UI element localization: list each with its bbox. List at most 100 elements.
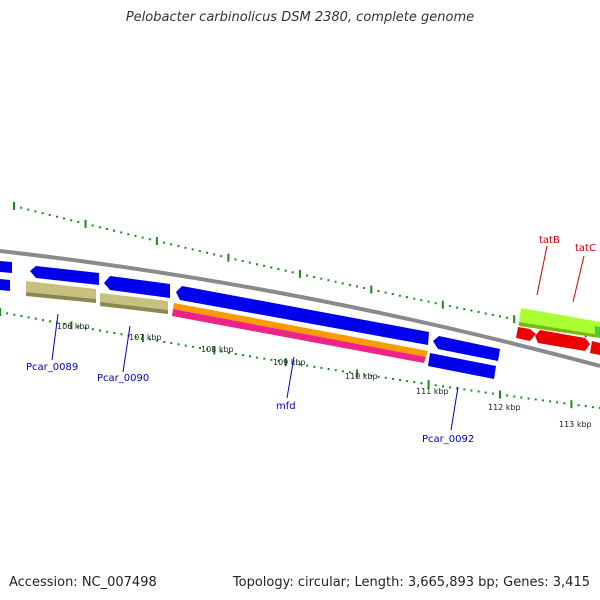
major-tick [356, 369, 359, 378]
minor-tick [377, 375, 380, 378]
minor-tick [420, 382, 423, 385]
minor-tick [527, 397, 530, 400]
minor-tick [406, 296, 408, 299]
gene-feature [428, 353, 496, 379]
minor-tick [199, 347, 201, 349]
minor-tick [406, 380, 409, 383]
minor-tick [470, 309, 473, 312]
minor-tick [520, 396, 523, 399]
minor-tick [341, 370, 344, 373]
minor-tick [120, 333, 123, 336]
minor-tick [413, 381, 416, 384]
minor-tick [206, 348, 209, 351]
minor-tick [99, 329, 101, 332]
gene-feature [173, 303, 428, 357]
gene-label: tatC [575, 243, 596, 254]
minor-tick [77, 325, 80, 328]
minor-tick [241, 354, 244, 357]
major-tick [227, 253, 230, 262]
minor-tick [191, 345, 194, 348]
minor-tick [63, 217, 65, 220]
minor-tick [313, 365, 316, 368]
minor-tick [249, 355, 251, 358]
minor-tick [356, 285, 358, 288]
minor-tick [70, 219, 73, 222]
minor-tick [506, 316, 509, 319]
gene-labels: Pcar_0089 Pcar_0090 mfd Pcar_0092 tatB t… [26, 235, 596, 445]
scale-labels: 106 kbp 107 kbp 108 kbp 109 kbp 110 kbp … [57, 322, 592, 429]
minor-tick [63, 323, 66, 325]
gene-feature [590, 341, 600, 355]
minor-tick [263, 357, 266, 360]
minor-tick [434, 384, 437, 387]
minor-tick [306, 364, 309, 367]
minor-tick [420, 299, 423, 302]
major-tick [499, 390, 501, 399]
scale-label: 109 kbp [273, 358, 306, 367]
minor-tick [320, 277, 323, 280]
minor-tick [191, 248, 194, 251]
minor-tick [441, 385, 444, 388]
gene-feature [516, 327, 536, 341]
major-tick [13, 202, 15, 210]
minor-tick [163, 340, 166, 343]
gene-feature [30, 266, 99, 285]
minor-tick [234, 353, 237, 355]
gene-feature [26, 292, 96, 303]
scale-ticks [0, 202, 600, 409]
minor-tick [499, 315, 501, 318]
minor-tick [34, 210, 37, 213]
minor-tick [91, 224, 94, 227]
minor-tick [77, 221, 80, 223]
scale-label: 113 kbp [559, 420, 592, 429]
minor-tick [370, 374, 373, 377]
minor-tick [156, 339, 159, 342]
minor-tick [234, 258, 237, 261]
minor-tick [398, 294, 401, 297]
minor-tick [27, 316, 30, 319]
accession-text: Accession: NC_007498 [9, 575, 157, 590]
minor-tick [163, 241, 166, 244]
gene-feature [519, 308, 600, 335]
minor-tick [113, 229, 115, 232]
minor-tick [391, 293, 394, 296]
minor-tick [456, 306, 459, 309]
major-tick [298, 269, 301, 278]
leader-line [286, 356, 295, 399]
gene-label: Pcar_0089 [26, 362, 78, 373]
minor-tick [463, 388, 466, 391]
minor-tick [113, 332, 116, 335]
minor-tick [170, 342, 173, 345]
major-tick [441, 300, 444, 309]
gene-label: tatB [539, 235, 560, 246]
minor-tick [341, 282, 344, 285]
minor-tick [134, 335, 137, 338]
minor-tick [449, 386, 451, 389]
genome-backbone [0, 249, 600, 368]
minor-tick [227, 351, 230, 354]
minor-tick [55, 215, 58, 218]
minor-tick [377, 290, 380, 293]
minor-tick [334, 280, 337, 283]
gene-feature [519, 322, 600, 338]
scale-label: 112 kbp [488, 403, 521, 412]
minor-tick [198, 250, 201, 253]
minor-tick [399, 379, 401, 381]
minor-tick [6, 312, 9, 315]
minor-tick [20, 206, 23, 209]
minor-tick [456, 387, 459, 390]
minor-tick [448, 305, 451, 308]
minor-tick [349, 371, 351, 374]
minor-tick [105, 228, 108, 230]
minor-tick [556, 401, 559, 404]
major-tick [570, 400, 573, 409]
major-tick [141, 334, 144, 343]
minor-tick [13, 313, 16, 316]
label-leaders [51, 245, 585, 431]
minor-tick [20, 315, 23, 317]
minor-tick [549, 400, 551, 403]
minor-tick [177, 245, 180, 248]
minor-tick [291, 271, 294, 274]
minor-tick [320, 366, 323, 369]
scale-label: 111 kbp [416, 387, 449, 396]
